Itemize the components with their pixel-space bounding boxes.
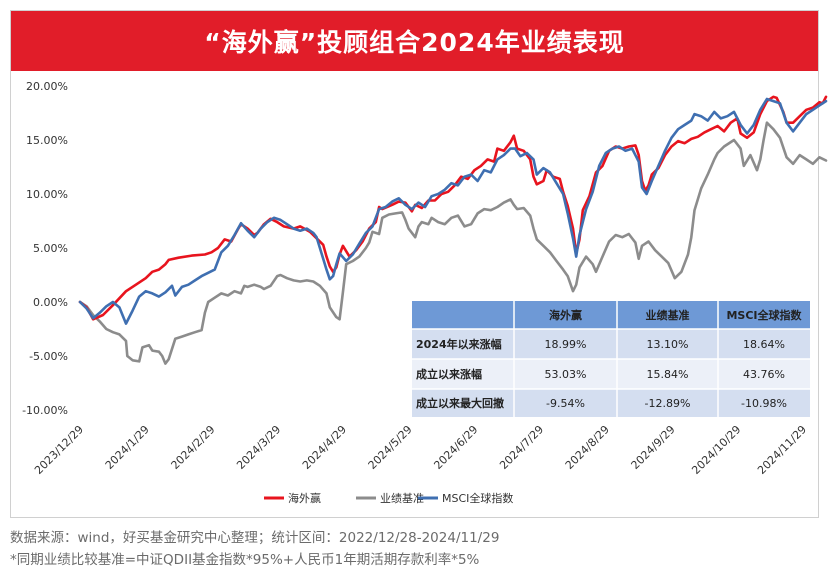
table-row-bg xyxy=(412,359,810,389)
x-tick-label: 2024/6/29 xyxy=(431,423,480,472)
x-tick-label: 2024/4/29 xyxy=(300,423,349,472)
table-cell: -12.89% xyxy=(645,397,691,410)
table-cell: 13.10% xyxy=(647,338,689,351)
y-axis: 20.00% 15.00% 10.00% 5.00% 0.00% -5.00% -10.00… xyxy=(22,80,68,417)
x-tick-label: 2024/5/29 xyxy=(366,423,415,472)
legend-label: MSCI全球指数 xyxy=(442,491,513,505)
x-tick-label: 2024/11/29 xyxy=(755,423,809,477)
x-tick-label: 2024/3/29 xyxy=(234,423,283,472)
x-tick-label: 2024/8/29 xyxy=(563,423,612,472)
page-title: “海外赢”投顾组合2024年业绩表现 xyxy=(11,11,818,71)
performance-chart: 20.00% 15.00% 10.00% 5.00% 0.00% -5.00% -10.00… xyxy=(22,80,828,505)
x-tick-label: 2024/1/29 xyxy=(103,423,152,472)
stats-table: 海外赢 业绩基准 MSCI全球指数 2024年以来涨幅 18.99% 13.10% 18.6… xyxy=(412,301,810,417)
table-cell: 53.03% xyxy=(545,368,587,381)
x-axis: 2023/12/29 2024/1/29 2024/2/29 2024/3/29 202… xyxy=(32,423,809,477)
footer-source: 数据来源：wind，好买基金研究中心整理；统计区间：2022/12/28-202… xyxy=(10,530,500,546)
table-header-cell: 业绩基准 xyxy=(646,308,690,322)
table-cell: 43.76% xyxy=(743,368,785,381)
x-tick-label: 2023/12/29 xyxy=(32,423,86,477)
table-cell: 15.84% xyxy=(647,368,689,381)
table-cell: 18.64% xyxy=(743,338,785,351)
table-cell: 18.99% xyxy=(545,338,587,351)
x-tick-label: 2024/2/29 xyxy=(168,423,217,472)
table-header-bg xyxy=(412,301,810,329)
x-tick-label: 2024/7/29 xyxy=(497,423,546,472)
legend: 海外赢 业绩基准 MSCI全球指数 xyxy=(264,491,513,505)
table-cell: -10.98% xyxy=(741,397,787,410)
x-tick-label: 2024/9/29 xyxy=(629,423,678,472)
y-tick-label: 15.00% xyxy=(26,134,68,147)
y-tick-label: 5.00% xyxy=(33,242,68,255)
legend-label: 业绩基准 xyxy=(380,492,424,505)
footer-note: *同期业绩比较基准=中证QDII基金指数*95%+人民币1年期活期存款利率*5% xyxy=(10,552,480,568)
table-header-cell: 海外赢 xyxy=(549,308,582,322)
series-line-0 xyxy=(78,95,828,321)
y-tick-label: -5.00% xyxy=(29,350,68,363)
table-cell: -9.54% xyxy=(546,397,585,410)
y-tick-label: 0.00% xyxy=(33,296,68,309)
series-lines xyxy=(78,95,828,365)
table-row-bg xyxy=(412,329,810,359)
table-header-cell: MSCI全球指数 xyxy=(726,308,802,322)
y-tick-label: 20.00% xyxy=(26,80,68,93)
table-row-label: 成立以来最大回撤 xyxy=(416,396,504,410)
series-line-1 xyxy=(78,121,828,365)
series-line-2 xyxy=(78,97,828,325)
legend-label: 海外赢 xyxy=(288,491,321,505)
y-tick-label: 10.00% xyxy=(26,188,68,201)
table-row-label: 成立以来涨幅 xyxy=(416,367,482,381)
y-tick-label: -10.00% xyxy=(22,404,68,417)
x-tick-label: 2024/10/29 xyxy=(689,423,743,477)
table-row-label: 2024年以来涨幅 xyxy=(416,337,502,351)
table-row-bg xyxy=(412,389,810,417)
